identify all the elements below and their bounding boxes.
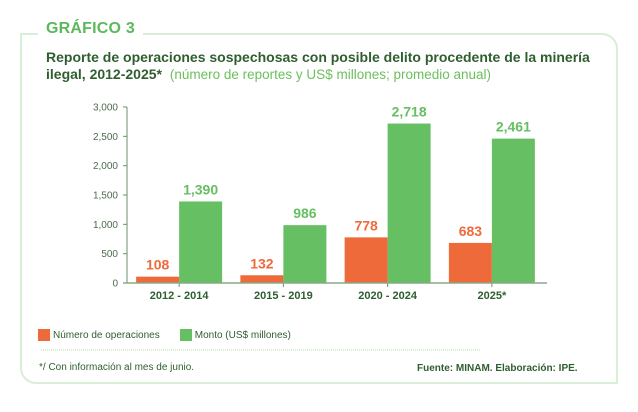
bar-operaciones (344, 237, 388, 283)
footnote: */ Con información al mes de junio. (39, 362, 195, 373)
y-tick-label: 1,500 (93, 191, 118, 202)
x-tick-label: 2015 - 2019 (254, 290, 313, 302)
y-tick-label: 1,000 (93, 220, 118, 231)
chart-subtitle: (número de reportes y US$ millones; prom… (169, 67, 492, 82)
legend-swatch-monto (179, 329, 192, 341)
legend: Número de operaciones Monto (US$ millone… (38, 329, 311, 341)
legend-item-operaciones: Número de operaciones (38, 329, 160, 341)
bar-monto (387, 123, 431, 283)
data-label-monto: 1,390 (183, 181, 218, 197)
figure-label: GRÁFICO 3 (46, 20, 135, 37)
legend-label-operaciones: Número de operaciones (53, 329, 160, 341)
figure-label-wrap: GRÁFICO 3 (38, 20, 143, 38)
y-tick-label: 500 (101, 249, 118, 260)
chart-title: Reporte de operaciones sospechosas con p… (46, 49, 590, 82)
data-label-monto: 986 (293, 205, 317, 221)
bar-monto (491, 138, 535, 283)
legend-swatch-operaciones (38, 329, 50, 341)
chart-title-block: Reporte de operaciones sospechosas con p… (46, 49, 606, 83)
figure-frame (20, 33, 618, 384)
bar-operaciones (240, 275, 284, 283)
bar-monto (283, 225, 327, 283)
legend-item-monto: Monto (US$ millones) (179, 329, 291, 341)
x-tick-label: 2025* (477, 290, 506, 302)
data-label-monto: 2,461 (496, 119, 531, 135)
bar-operaciones (448, 242, 492, 283)
data-label-operaciones: 108 (146, 257, 170, 273)
x-tick-label: 2020 - 2024 (358, 290, 418, 302)
legend-label-monto: Monto (US$ millones) (194, 329, 291, 341)
y-tick-label: 3,000 (93, 103, 118, 114)
data-label-operaciones: 132 (250, 255, 274, 271)
bar-monto (179, 201, 223, 283)
data-label-operaciones: 683 (459, 223, 483, 239)
source-credit: Fuente: MINAM. Elaboración: IPE. (417, 363, 578, 374)
divider (41, 349, 480, 351)
y-tick-label: 2,500 (93, 132, 118, 143)
y-tick-label: 0 (112, 279, 118, 290)
y-tick-label: 2,000 (93, 161, 118, 172)
x-tick-label: 2012 - 2014 (150, 290, 210, 302)
data-label-operaciones: 778 (354, 217, 378, 233)
data-label-monto: 2,718 (392, 104, 427, 120)
bar-operaciones (136, 276, 180, 283)
